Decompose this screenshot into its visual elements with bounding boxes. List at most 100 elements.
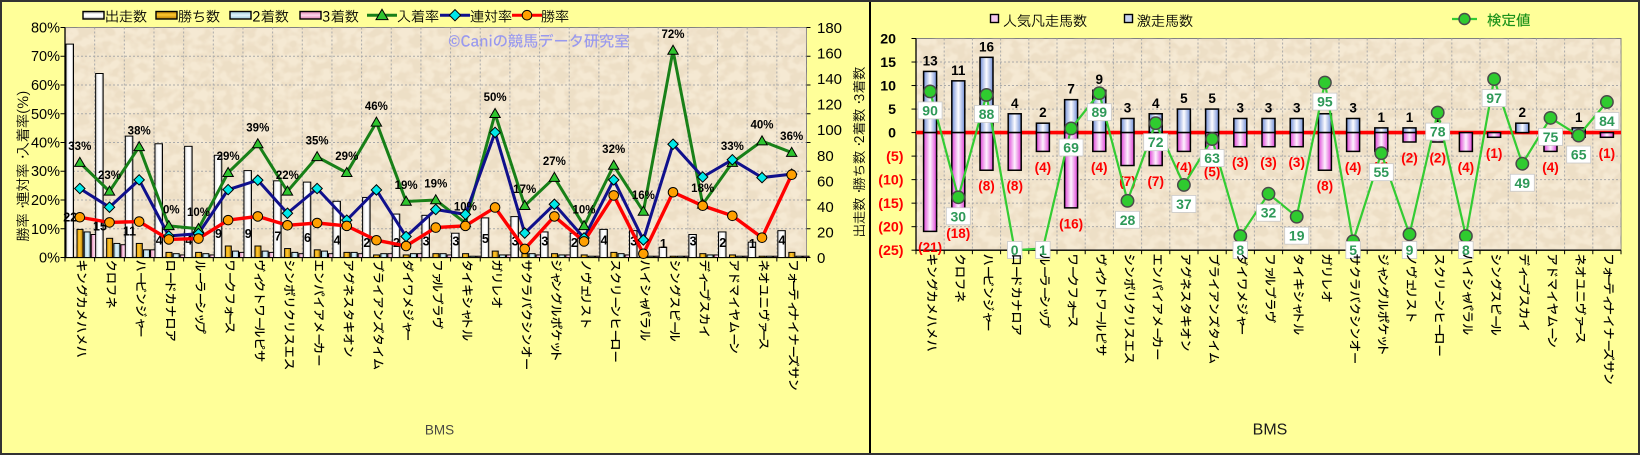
svg-text:32%: 32% bbox=[602, 144, 625, 156]
svg-text:72: 72 bbox=[1148, 134, 1164, 150]
svg-text:40%: 40% bbox=[31, 136, 60, 152]
svg-text:30: 30 bbox=[951, 208, 967, 224]
svg-text:0%: 0% bbox=[163, 204, 180, 216]
svg-text:1: 1 bbox=[749, 237, 756, 251]
svg-text:5: 5 bbox=[482, 232, 489, 246]
svg-text:2: 2 bbox=[363, 236, 370, 250]
svg-text:(8): (8) bbox=[1317, 179, 1334, 194]
svg-text:2: 2 bbox=[719, 236, 726, 250]
svg-text:78: 78 bbox=[1430, 124, 1446, 140]
svg-text:19: 19 bbox=[1289, 228, 1305, 244]
svg-text:9: 9 bbox=[215, 227, 222, 241]
svg-text:10%: 10% bbox=[31, 222, 60, 238]
svg-text:4: 4 bbox=[601, 233, 608, 247]
svg-text:140: 140 bbox=[817, 71, 842, 88]
svg-text:(10): (10) bbox=[878, 173, 904, 189]
svg-text:(5): (5) bbox=[1204, 165, 1221, 180]
svg-text:0: 0 bbox=[817, 250, 825, 267]
svg-text:32: 32 bbox=[1261, 205, 1277, 221]
svg-text:(2): (2) bbox=[1401, 151, 1418, 166]
svg-text:5: 5 bbox=[888, 102, 896, 118]
svg-text:70%: 70% bbox=[31, 49, 60, 65]
svg-text:4: 4 bbox=[1011, 96, 1019, 111]
svg-text:(2): (2) bbox=[1429, 151, 1446, 166]
svg-text:7: 7 bbox=[274, 230, 281, 244]
svg-text:10%: 10% bbox=[187, 207, 210, 219]
svg-text:33%: 33% bbox=[721, 141, 744, 153]
svg-text:40%: 40% bbox=[750, 120, 773, 132]
svg-text:(7): (7) bbox=[1147, 174, 1164, 189]
svg-text:9: 9 bbox=[1096, 72, 1104, 87]
svg-text:20: 20 bbox=[817, 224, 834, 241]
svg-text:4: 4 bbox=[1152, 96, 1160, 111]
svg-text:80: 80 bbox=[817, 148, 834, 165]
svg-text:40: 40 bbox=[817, 199, 834, 216]
svg-text:38%: 38% bbox=[128, 125, 151, 137]
svg-text:3: 3 bbox=[1265, 101, 1273, 116]
svg-text:9: 9 bbox=[245, 227, 252, 241]
svg-text:100: 100 bbox=[817, 122, 842, 139]
svg-text:8: 8 bbox=[1462, 242, 1470, 258]
svg-text:(21): (21) bbox=[918, 240, 942, 255]
svg-text:33%: 33% bbox=[68, 141, 91, 153]
svg-text:3: 3 bbox=[1349, 101, 1357, 116]
svg-text:(4): (4) bbox=[1542, 160, 1559, 175]
svg-text:9: 9 bbox=[1406, 242, 1414, 258]
svg-text:10%: 10% bbox=[454, 202, 477, 214]
svg-text:(8): (8) bbox=[1006, 179, 1023, 194]
svg-text:2: 2 bbox=[1519, 105, 1527, 120]
svg-text:3: 3 bbox=[1124, 101, 1132, 116]
svg-text:3: 3 bbox=[1293, 101, 1301, 116]
svg-text:89: 89 bbox=[1092, 104, 1108, 120]
svg-text:1: 1 bbox=[1039, 242, 1047, 258]
svg-text:35%: 35% bbox=[306, 135, 329, 147]
svg-text:22%: 22% bbox=[276, 170, 299, 182]
svg-text:120: 120 bbox=[817, 97, 842, 114]
svg-text:BMS: BMS bbox=[425, 423, 454, 438]
svg-text:(4): (4) bbox=[1176, 160, 1193, 175]
svg-text:20%: 20% bbox=[31, 193, 60, 209]
svg-text:(3): (3) bbox=[1288, 155, 1305, 170]
svg-text:29%: 29% bbox=[335, 151, 358, 163]
svg-text:39%: 39% bbox=[246, 122, 269, 134]
svg-text:4: 4 bbox=[156, 233, 163, 247]
svg-text:50%: 50% bbox=[484, 92, 507, 104]
svg-text:(16): (16) bbox=[1059, 216, 1083, 231]
svg-text:0%: 0% bbox=[39, 251, 60, 267]
svg-text:2: 2 bbox=[1039, 105, 1047, 120]
svg-text:(4): (4) bbox=[1458, 160, 1475, 175]
svg-text:3: 3 bbox=[630, 235, 637, 249]
svg-text:27%: 27% bbox=[543, 156, 566, 168]
svg-text:3: 3 bbox=[1237, 101, 1245, 116]
svg-text:23%: 23% bbox=[98, 170, 121, 182]
svg-text:13: 13 bbox=[923, 53, 939, 68]
svg-text:80%: 80% bbox=[31, 21, 60, 37]
svg-text:49: 49 bbox=[1515, 175, 1531, 191]
svg-text:72%: 72% bbox=[661, 29, 684, 41]
svg-text:0: 0 bbox=[888, 126, 896, 142]
svg-text:63: 63 bbox=[1204, 150, 1220, 166]
svg-text:(5): (5) bbox=[886, 149, 904, 165]
svg-text:60: 60 bbox=[817, 173, 834, 190]
svg-text:88: 88 bbox=[979, 106, 995, 122]
svg-text:0: 0 bbox=[1011, 242, 1019, 258]
svg-text:20: 20 bbox=[880, 32, 896, 48]
svg-text:3: 3 bbox=[690, 235, 697, 249]
svg-text:3: 3 bbox=[423, 235, 430, 249]
svg-text:5: 5 bbox=[1180, 91, 1188, 106]
svg-text:1: 1 bbox=[1406, 110, 1414, 125]
svg-text:69: 69 bbox=[1063, 140, 1079, 156]
svg-text:160: 160 bbox=[817, 46, 842, 63]
svg-text:(4): (4) bbox=[1035, 160, 1052, 175]
svg-text:29%: 29% bbox=[217, 151, 240, 163]
svg-text:28: 28 bbox=[1120, 212, 1136, 228]
svg-text:1: 1 bbox=[660, 237, 667, 251]
svg-text:(8): (8) bbox=[978, 179, 995, 194]
svg-text:3: 3 bbox=[541, 235, 548, 249]
svg-text:65: 65 bbox=[1571, 147, 1587, 163]
svg-text:(4): (4) bbox=[1091, 160, 1108, 175]
svg-text:(18): (18) bbox=[946, 226, 970, 241]
svg-text:5: 5 bbox=[1208, 91, 1216, 106]
svg-text:11: 11 bbox=[951, 63, 966, 78]
svg-text:3: 3 bbox=[512, 235, 519, 249]
